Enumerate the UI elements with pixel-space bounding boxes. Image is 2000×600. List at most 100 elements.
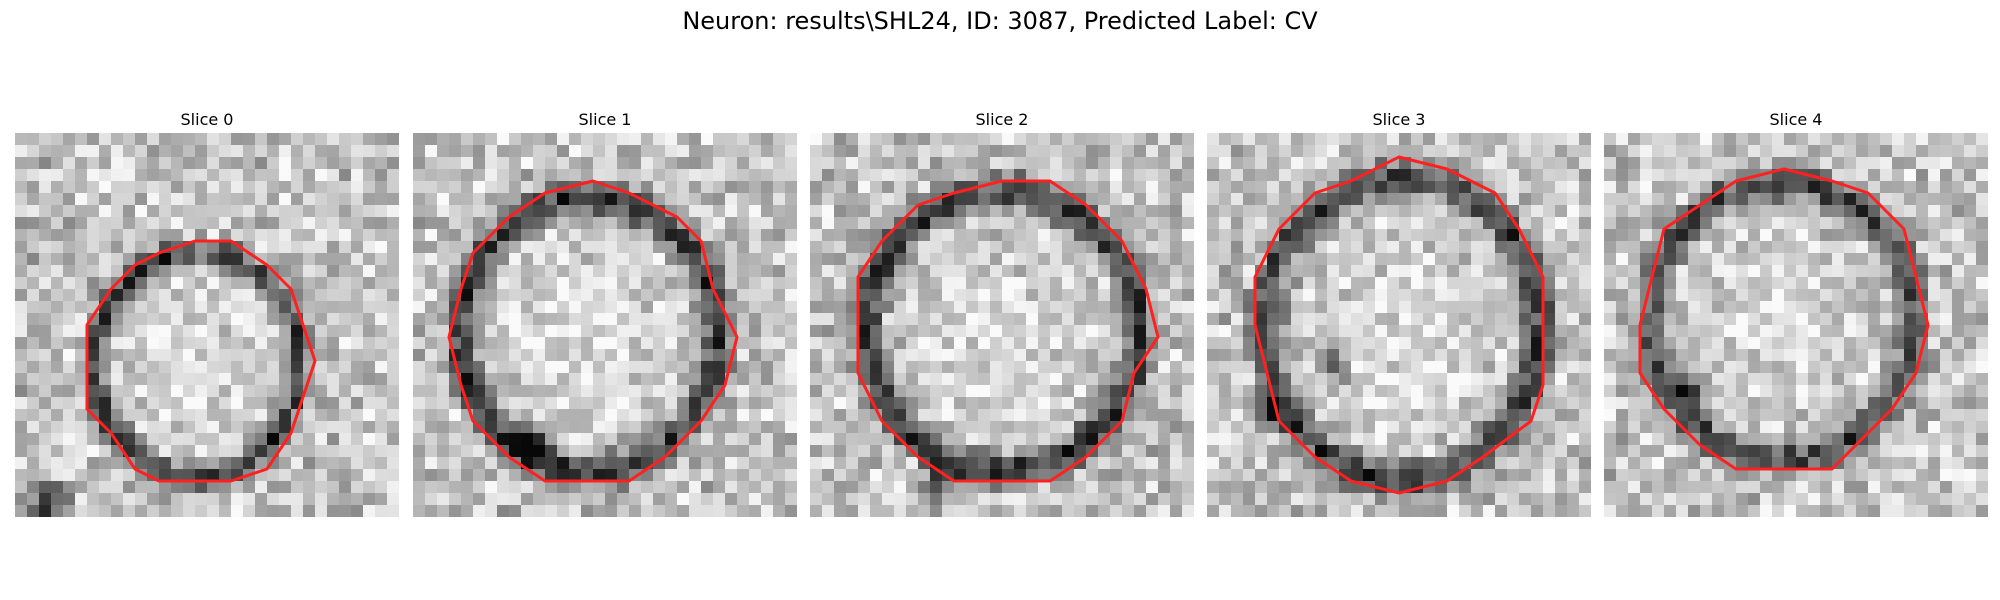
image-pixel [461, 313, 474, 326]
image-pixel [773, 337, 786, 350]
image-pixel [954, 505, 967, 517]
image-pixel [1688, 133, 1701, 146]
image-pixel [111, 313, 124, 326]
image-pixel [689, 469, 702, 482]
image-pixel [990, 385, 1003, 398]
image-pixel [1820, 205, 1833, 218]
image-pixel [1050, 493, 1063, 506]
image-pixel [1676, 313, 1689, 326]
image-pixel [930, 445, 943, 458]
image-pixel [1375, 457, 1388, 470]
image-pixel [315, 493, 328, 506]
image-pixel [1435, 457, 1448, 470]
image-pixel [1327, 505, 1340, 517]
image-pixel [1411, 193, 1424, 206]
image-pixel [375, 193, 388, 206]
image-pixel [303, 217, 316, 230]
image-pixel [39, 421, 52, 434]
image-pixel [918, 349, 931, 362]
image-pixel [1519, 181, 1532, 194]
image-pixel [207, 313, 220, 326]
image-pixel [1074, 133, 1087, 146]
image-pixel [473, 169, 486, 182]
image-pixel [882, 217, 895, 230]
image-pixel [159, 289, 172, 302]
image-pixel [315, 241, 328, 254]
image-pixel [1219, 205, 1232, 218]
image-pixel [773, 157, 786, 170]
image-pixel [1279, 301, 1292, 314]
image-pixel [966, 361, 979, 374]
image-pixel [1567, 301, 1580, 314]
image-pixel [882, 193, 895, 206]
image-pixel [1832, 241, 1845, 254]
image-pixel [617, 325, 630, 338]
image-pixel [363, 217, 376, 230]
image-pixel [749, 253, 762, 266]
image-pixel [1158, 337, 1171, 350]
image-pixel [195, 457, 208, 470]
image-pixel [846, 169, 859, 182]
image-pixel [1098, 397, 1111, 410]
image-pixel [1868, 253, 1881, 266]
image-pixel [978, 421, 991, 434]
image-pixel [1928, 409, 1941, 422]
image-pixel [279, 481, 292, 494]
image-pixel [327, 193, 340, 206]
image-pixel [1062, 313, 1075, 326]
image-pixel [749, 217, 762, 230]
image-pixel [1423, 361, 1436, 374]
image-pixel [1134, 313, 1147, 326]
image-pixel [785, 457, 797, 470]
image-pixel [834, 361, 847, 374]
image-pixel [51, 181, 64, 194]
image-pixel [1435, 397, 1448, 410]
image-pixel [363, 397, 376, 410]
image-pixel [1628, 133, 1641, 146]
image-pixel [1796, 157, 1809, 170]
image-pixel [954, 445, 967, 458]
image-pixel [1652, 325, 1665, 338]
image-pixel [1134, 505, 1147, 517]
image-pixel [1459, 349, 1472, 362]
image-pixel [1700, 385, 1713, 398]
image-pixel [1387, 445, 1400, 458]
image-pixel [1664, 457, 1677, 470]
image-pixel [569, 229, 582, 242]
image-pixel [1507, 481, 1520, 494]
image-pixel [1038, 433, 1051, 446]
image-pixel [954, 409, 967, 422]
image-pixel [930, 169, 943, 182]
image-pixel [63, 301, 76, 314]
image-pixel [1002, 289, 1015, 302]
image-pixel [1748, 145, 1761, 158]
image-pixel [1255, 193, 1268, 206]
image-pixel [665, 481, 678, 494]
image-pixel [521, 481, 534, 494]
image-pixel [761, 169, 774, 182]
image-pixel [1459, 193, 1472, 206]
image-pixel [822, 301, 835, 314]
image-pixel [1579, 133, 1591, 146]
image-pixel [1327, 397, 1340, 410]
image-pixel [303, 409, 316, 422]
image-pixel [1628, 181, 1641, 194]
image-pixel [1170, 313, 1183, 326]
image-pixel [159, 193, 172, 206]
image-pixel [1964, 373, 1977, 386]
image-pixel [1219, 145, 1232, 158]
image-pixel [810, 469, 823, 482]
image-pixel [605, 133, 618, 146]
image-pixel [822, 349, 835, 362]
image-pixel [1038, 205, 1051, 218]
image-pixel [207, 277, 220, 290]
image-pixel [629, 205, 642, 218]
image-pixel [497, 373, 510, 386]
image-pixel [1303, 169, 1316, 182]
image-pixel [689, 445, 702, 458]
image-pixel [171, 169, 184, 182]
image-pixel [966, 253, 979, 266]
image-pixel [1940, 253, 1953, 266]
image-pixel [1327, 205, 1340, 218]
image-pixel [918, 205, 931, 218]
